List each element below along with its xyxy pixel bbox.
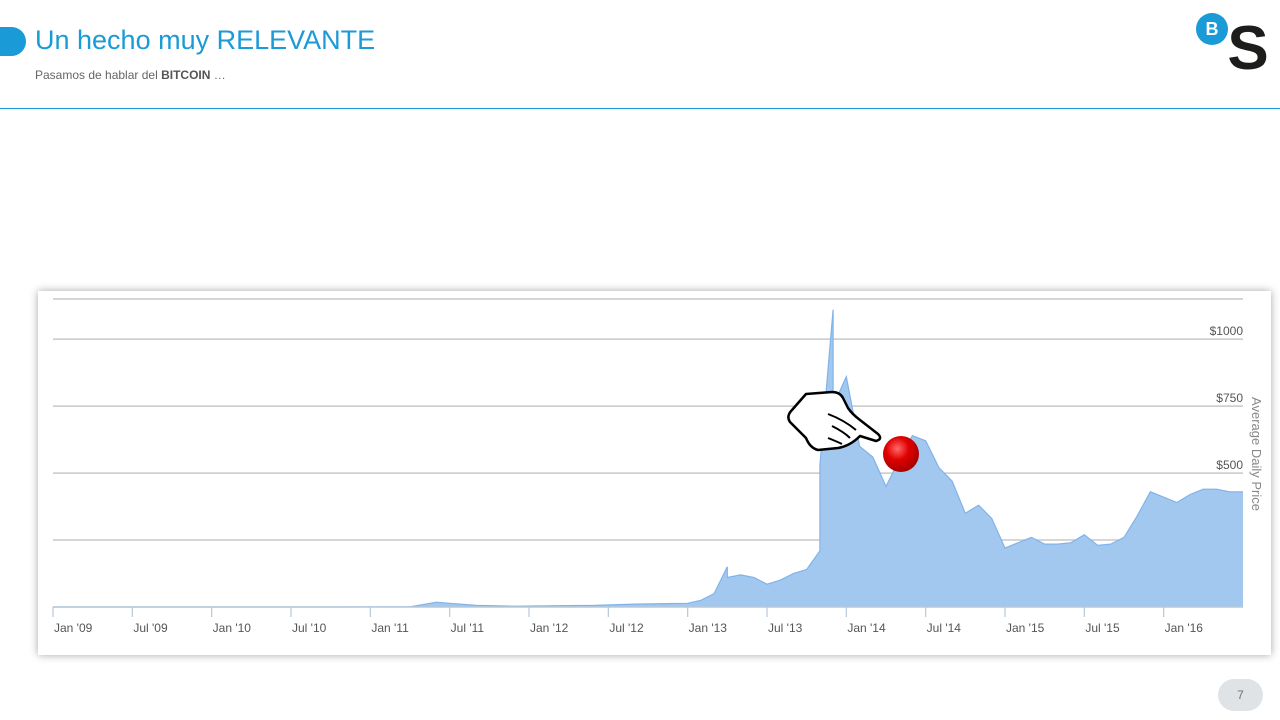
pointing-hand-icon	[787, 390, 882, 452]
logo-letter-big: S	[1227, 14, 1268, 74]
header-divider	[0, 108, 1280, 109]
logo-letter-small: B	[1206, 19, 1219, 39]
x-tick-label: Jul '10	[292, 621, 327, 635]
y-tick-label: $750	[1216, 391, 1243, 405]
x-tick-label: Jan '13	[689, 621, 728, 635]
subtitle-emphasis: BITCOIN	[161, 68, 211, 82]
subtitle-suffix: …	[213, 68, 226, 82]
y-axis-label: Average Daily Price	[1249, 397, 1264, 511]
x-tick-label: Jan '09	[54, 621, 93, 635]
x-tick-label: Jan '11	[371, 621, 409, 635]
x-tick-label: Jul '15	[1085, 621, 1120, 635]
bs-logo: B S	[1196, 13, 1269, 74]
red-marker-dot	[883, 436, 919, 472]
y-tick-label: $1000	[1210, 324, 1244, 338]
subtitle-prefix: Pasamos de hablar del	[35, 68, 158, 82]
page-number: 7	[1218, 679, 1263, 711]
price-line	[53, 309, 1243, 608]
x-tick-label: Jul '11	[451, 621, 485, 635]
x-tick-label: Jul '12	[609, 621, 644, 635]
x-tick-label: Jul '09	[133, 621, 168, 635]
x-tick-label: Jul '14	[927, 621, 962, 635]
x-tick-label: Jan '12	[530, 621, 569, 635]
x-tick-label: Jul '13	[768, 621, 803, 635]
title-accent-tab	[0, 27, 26, 56]
x-tick-label: Jan '16	[1165, 621, 1204, 635]
page-subtitle: Pasamos de hablar del BITCOIN …	[35, 68, 226, 82]
x-tick-label: Jan '10	[213, 621, 252, 635]
price-area	[53, 309, 1243, 607]
logo-circle	[1196, 13, 1228, 45]
page-title: Un hecho muy RELEVANTE	[35, 25, 376, 55]
x-tick-label: Jan '14	[847, 621, 886, 635]
x-tick-label: Jan '15	[1006, 621, 1045, 635]
y-tick-label: $500	[1216, 458, 1243, 472]
